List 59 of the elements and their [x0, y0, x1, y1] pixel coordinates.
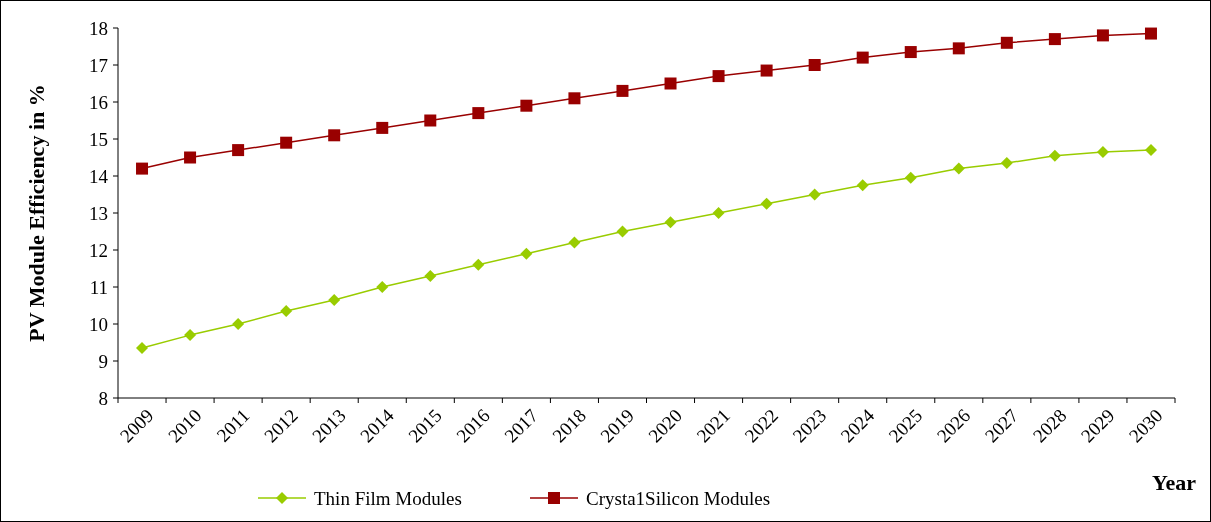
y-tick-label: 16 [89, 91, 108, 113]
point [424, 269, 437, 282]
point [1048, 33, 1061, 46]
point [808, 59, 821, 71]
point [616, 84, 629, 97]
point [1048, 149, 1061, 162]
y-tick-label: 15 [89, 128, 108, 150]
point [712, 70, 725, 83]
point [856, 51, 869, 64]
point [664, 216, 677, 229]
point [136, 162, 149, 175]
point [424, 114, 437, 127]
point [136, 342, 149, 355]
x-axis-title: Year [1152, 470, 1197, 495]
y-axis-title: PV Module Efficiency in % [24, 84, 49, 342]
point [328, 129, 341, 142]
point [760, 197, 773, 210]
y-tick-label: 9 [98, 350, 108, 372]
point [904, 46, 917, 59]
y-tick-label: 8 [98, 387, 108, 409]
point [232, 144, 245, 157]
point [280, 136, 293, 149]
point [1144, 27, 1157, 40]
y-tick-label: 18 [89, 17, 108, 39]
point [1144, 144, 1157, 157]
y-tick-label: 17 [89, 54, 108, 76]
point [376, 281, 389, 293]
point [1000, 157, 1013, 170]
point [712, 207, 725, 219]
point [280, 305, 293, 318]
legend-label: Thin Film Modules [314, 487, 462, 509]
point [904, 171, 917, 184]
y-tick-label: 10 [89, 313, 108, 335]
point [1096, 29, 1109, 42]
point [472, 107, 485, 120]
point [808, 188, 821, 201]
y-tick-label: 12 [89, 239, 108, 261]
point [760, 64, 773, 77]
point [520, 247, 533, 260]
point [184, 151, 197, 164]
point [856, 179, 869, 192]
point [664, 77, 677, 90]
point [376, 121, 389, 134]
point [952, 162, 965, 175]
point [616, 225, 629, 238]
point [952, 42, 965, 55]
point [568, 92, 581, 105]
legend-label: Crysta1Silicon Modules [586, 487, 771, 509]
point [1096, 145, 1109, 158]
y-tick-label: 13 [89, 202, 108, 224]
point [232, 318, 245, 330]
point [328, 293, 341, 306]
point [520, 99, 533, 112]
y-tick-label: 14 [89, 165, 109, 187]
point [184, 329, 197, 342]
point [472, 258, 485, 271]
y-tick-label: 11 [89, 276, 108, 298]
point [568, 236, 581, 249]
point [1000, 36, 1013, 49]
